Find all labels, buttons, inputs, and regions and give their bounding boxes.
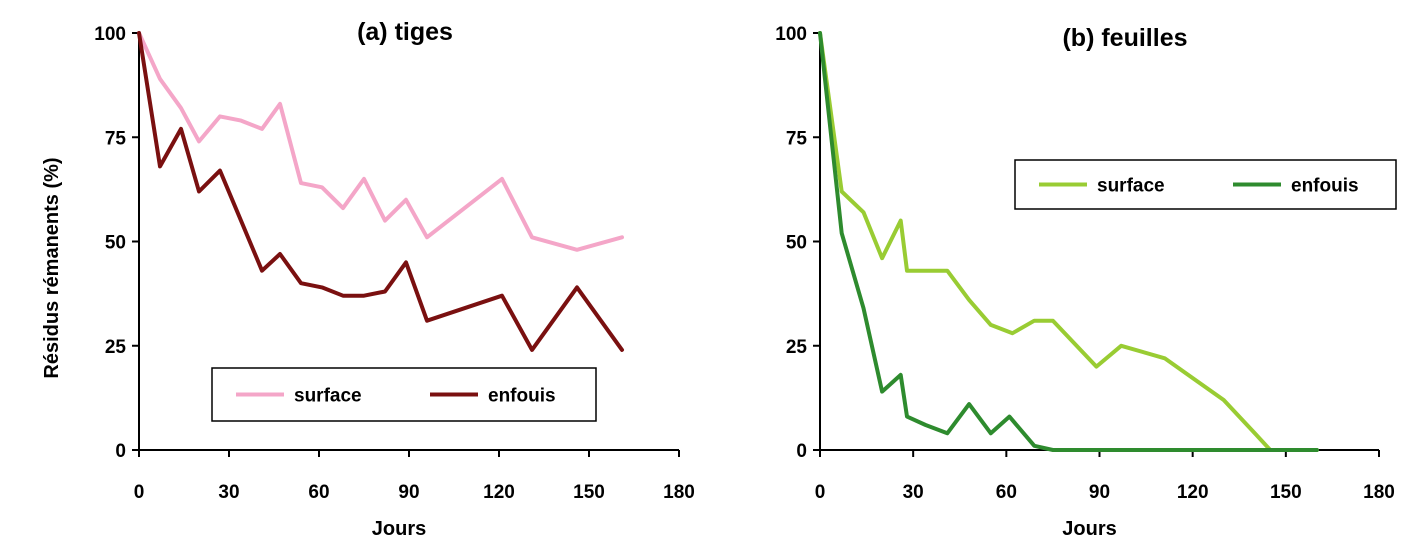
series-line-surface: [818, 31, 1319, 452]
x-tick-label: 0: [134, 482, 145, 503]
chart-title: (b) feuilles: [1062, 24, 1187, 52]
legend: surface enfouis: [211, 367, 597, 422]
x-tick-label: 60: [308, 482, 329, 503]
y-tick-label: 25: [105, 337, 127, 358]
x-tick-label: 90: [1089, 482, 1110, 503]
x-tick-label: 0: [815, 482, 826, 503]
legend-label-surface: surface: [294, 386, 362, 407]
x-tick-label: 30: [218, 482, 239, 503]
series-line-surface: [137, 31, 624, 252]
x-axis-label: Jours: [1062, 518, 1116, 538]
y-tick-label: 75: [105, 128, 127, 149]
legend-label-surface: surface: [1097, 176, 1165, 197]
y-tick-label: 0: [115, 441, 126, 462]
y-tick-label: 100: [775, 24, 807, 45]
chart-b: 0 25 50 75 100 0 30 60 90 120 150 180 (b) feuilles Jo…: [775, 24, 1397, 538]
y-tick-label: 25: [786, 337, 808, 358]
x-axis-label: Jours: [372, 518, 426, 538]
y-tick-label: 100: [94, 24, 126, 45]
y-axis-label: Résidus rémanents (%): [41, 157, 63, 378]
x-tick-label: 120: [483, 482, 515, 503]
legend: surface enfouis: [1014, 159, 1397, 210]
series-line-enfouis: [818, 31, 1319, 452]
chart-a: 0 25 50 75 100 0 30 60 90 120 150 180 (a) tiges Jours…: [41, 18, 695, 538]
series-line-enfouis: [137, 31, 624, 352]
x-tick-label: 180: [1363, 482, 1395, 503]
legend-label-enfouis: enfouis: [488, 386, 556, 407]
x-tick-label: 150: [573, 482, 605, 503]
x-tick-label: 150: [1270, 482, 1302, 503]
y-tick-label: 50: [786, 233, 807, 254]
chart-title: (a) tiges: [357, 18, 453, 46]
y-tick-label: 75: [786, 128, 808, 149]
x-tick-label: 60: [996, 482, 1017, 503]
y-tick-label: 0: [796, 441, 807, 462]
legend-label-enfouis: enfouis: [1291, 176, 1359, 197]
x-tick-label: 120: [1177, 482, 1209, 503]
x-tick-label: 180: [663, 482, 695, 503]
x-tick-label: 30: [903, 482, 924, 503]
y-tick-label: 50: [105, 233, 126, 254]
x-tick-label: 90: [398, 482, 419, 503]
